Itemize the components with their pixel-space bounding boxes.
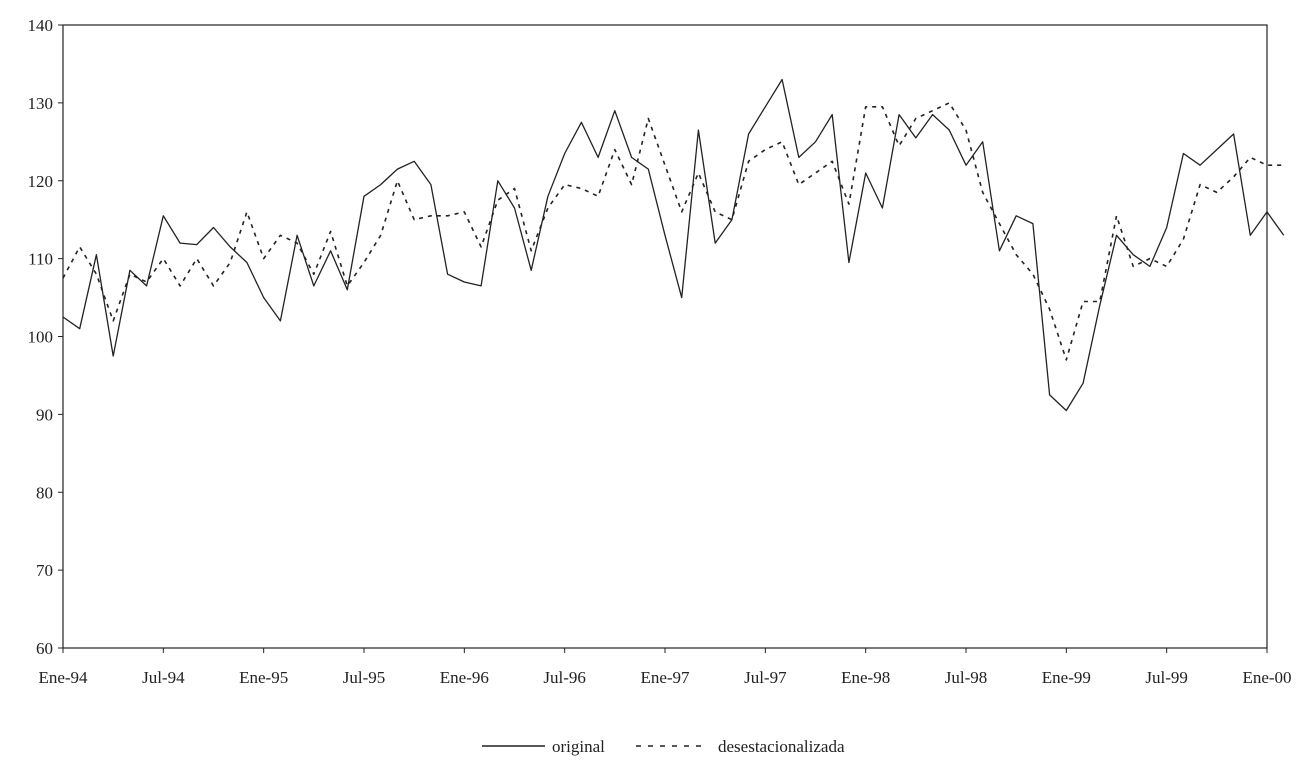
- x-tick-label: Ene-97: [640, 668, 690, 687]
- y-tick-label: 70: [36, 561, 53, 580]
- y-tick-label: 130: [28, 94, 54, 113]
- y-tick-label: 80: [36, 483, 53, 502]
- x-axis-ticks: Ene-94 Jul-94 Ene-95 Jul-95 Ene-96 Jul-96 Ene-…: [38, 648, 1292, 687]
- x-tick-label: Ene-98: [841, 668, 890, 687]
- legend-label-original: original: [552, 737, 605, 756]
- y-tick-label: 100: [28, 328, 54, 347]
- series-line-desestacionalizada: [62, 102, 1284, 361]
- x-tick-label: Jul-97: [744, 668, 787, 687]
- y-tick-label: 140: [28, 16, 54, 35]
- y-tick-label: 90: [36, 405, 53, 424]
- plot-frame: [62, 24, 1268, 649]
- x-tick-label: Ene-96: [440, 668, 489, 687]
- series-line-original: [62, 78, 1285, 412]
- y-tick-label: 60: [36, 639, 53, 658]
- x-tick-label: Ene-99: [1042, 668, 1091, 687]
- legend: original desestacionalizada: [482, 737, 845, 756]
- x-tick-label: Jul-94: [142, 668, 185, 687]
- y-tick-label: 110: [28, 250, 53, 269]
- x-tick-label: Ene-94: [38, 668, 88, 687]
- x-tick-label: Ene-95: [239, 668, 288, 687]
- x-tick-label: Jul-98: [945, 668, 988, 687]
- x-tick-label: Jul-95: [343, 668, 386, 687]
- legend-label-desestacionalizada: desestacionalizada: [718, 737, 845, 756]
- x-tick-label: Jul-96: [543, 668, 586, 687]
- y-axis-ticks: 60 70 80 90 100 110 120 130 140: [28, 16, 63, 658]
- x-tick-label: Ene-00: [1242, 668, 1291, 687]
- series-lines: [62, 78, 1285, 412]
- x-tick-label: Jul-99: [1145, 668, 1188, 687]
- y-tick-label: 120: [28, 172, 54, 191]
- axes: [62, 24, 1268, 649]
